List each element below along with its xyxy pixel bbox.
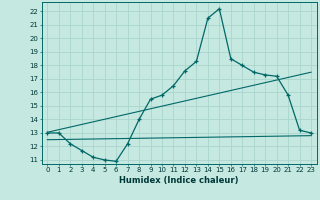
X-axis label: Humidex (Indice chaleur): Humidex (Indice chaleur) — [119, 176, 239, 185]
